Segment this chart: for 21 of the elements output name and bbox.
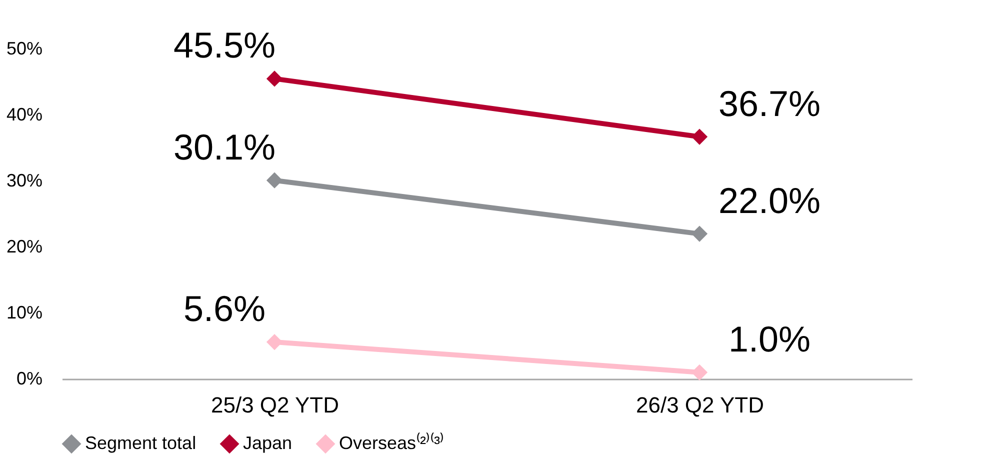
point xyxy=(266,70,283,87)
legend-label: Overseas⁽²⁾⁽³⁾ xyxy=(339,432,444,453)
legend-label: Japan xyxy=(243,432,292,453)
data-label: 45.5% xyxy=(173,24,276,66)
y-tick-label: 0% xyxy=(16,368,42,388)
point xyxy=(266,172,283,188)
y-tick-label: 30% xyxy=(6,170,42,190)
data-label: 30.1% xyxy=(173,126,276,168)
y-tick-label: 10% xyxy=(6,302,42,322)
point xyxy=(691,226,708,242)
data-label: 1.0% xyxy=(728,318,811,360)
y-tick-label: 40% xyxy=(6,104,42,124)
data-label: 36.7% xyxy=(718,82,821,124)
y-tick-label: 20% xyxy=(6,236,42,256)
point xyxy=(691,128,708,145)
x-tick-label: 26/3 Q2 YTD xyxy=(636,392,764,418)
data-label: 22.0% xyxy=(718,180,821,221)
data-label: 5.6% xyxy=(183,288,266,330)
x-tick-label: 25/3 Q2 YTD xyxy=(211,392,339,418)
y-tick-label: 50% xyxy=(6,38,42,58)
legend-label: Segment total xyxy=(85,432,196,453)
